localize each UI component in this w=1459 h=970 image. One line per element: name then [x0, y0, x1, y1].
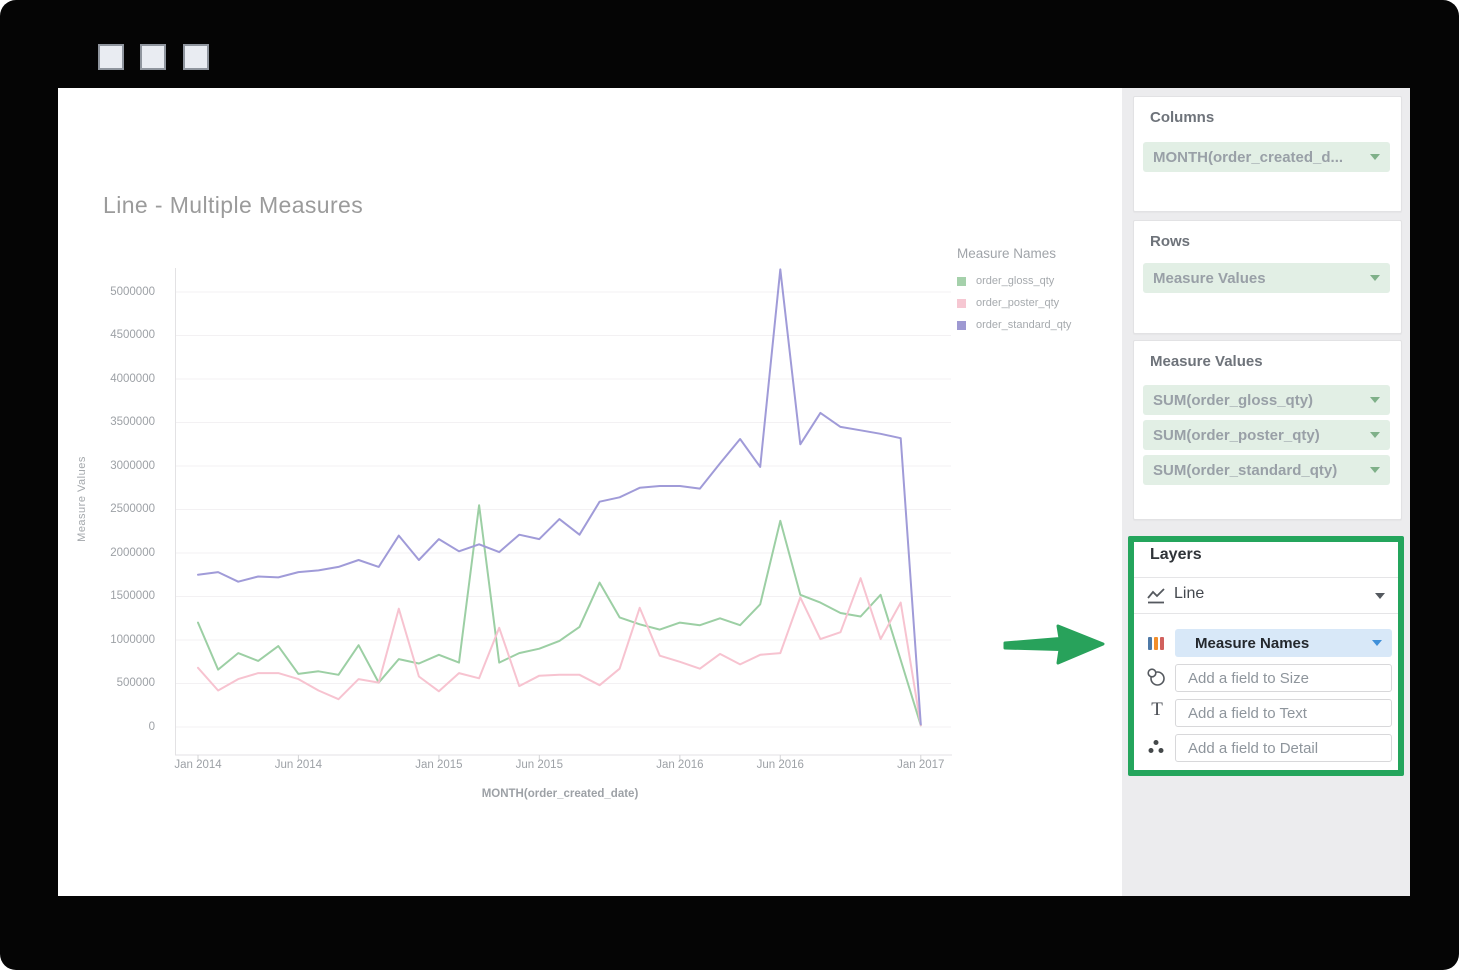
color-field-label: Measure Names — [1195, 634, 1310, 652]
legend-swatch-icon — [957, 298, 966, 308]
x-tick-label: Jan 2015 — [415, 759, 463, 771]
rows-shelf-title: Rows — [1150, 233, 1191, 250]
size-field-placeholder: Add a field to Size — [1188, 669, 1309, 687]
y-tick-label: 1500000 — [110, 590, 155, 602]
detail-field-placeholder: Add a field to Detail — [1188, 739, 1319, 757]
chevron-down-icon[interactable] — [1370, 467, 1380, 473]
legend-item-order_poster_qty[interactable]: order_poster_qty — [957, 297, 1071, 309]
detail-field-dropzone[interactable]: Add a field to Detail — [1175, 734, 1392, 762]
line-chart[interactable] — [175, 260, 955, 765]
line-chart-icon — [1147, 588, 1165, 604]
text-field-dropzone[interactable]: Add a field to Text — [1175, 699, 1392, 727]
measure-value-pill-SUM(order_poster_qty)[interactable]: SUM(order_poster_qty) — [1143, 420, 1390, 450]
rows-field-label: Measure Values — [1153, 269, 1266, 287]
chevron-down-icon[interactable] — [1372, 640, 1382, 646]
text-mark-icon: T — [1151, 699, 1163, 720]
layer-type-dropdown-icon[interactable] — [1375, 593, 1385, 599]
x-tick-label: Jan 2016 — [656, 759, 704, 771]
series-line-order_gloss_qty[interactable] — [197, 504, 922, 727]
size-field-dropzone[interactable]: Add a field to Size — [1175, 664, 1392, 692]
window-control-button-2[interactable] — [140, 44, 166, 70]
color-field-pill[interactable]: Measure Names — [1175, 629, 1392, 657]
legend-title: Measure Names — [957, 246, 1057, 261]
rows-field-pill[interactable]: Measure Values — [1143, 263, 1390, 293]
x-tick-label: Jun 2016 — [756, 759, 804, 771]
x-tick-label: Jan 2017 — [897, 759, 945, 771]
y-tick-label: 4500000 — [110, 329, 155, 341]
chart-title: Line - Multiple Measures — [103, 192, 364, 218]
legend-label: order_poster_qty — [976, 297, 1060, 309]
measure-value-pill-SUM(order_standard_qty)[interactable]: SUM(order_standard_qty) — [1143, 455, 1390, 485]
chevron-down-icon[interactable] — [1370, 432, 1380, 438]
legend-label: order_gloss_qty — [976, 275, 1055, 287]
divider — [1134, 613, 1398, 614]
window-control-button-3[interactable] — [183, 44, 209, 70]
chevron-down-icon[interactable] — [1370, 275, 1380, 281]
text-field-placeholder: Add a field to Text — [1188, 704, 1307, 722]
size-mark-icon — [1147, 668, 1165, 686]
y-tick-label: 2000000 — [110, 546, 155, 559]
columns-field-pill[interactable]: MONTH(order_created_d... — [1143, 142, 1390, 172]
legend: Measure Names order_gloss_qty order_poste… — [957, 246, 1071, 341]
y-tick-label: 4000000 — [110, 372, 155, 385]
layers-panel-title: Layers — [1150, 546, 1202, 563]
chevron-down-icon[interactable] — [1370, 154, 1380, 160]
legend-swatch-icon — [957, 276, 966, 286]
x-tick-label: Jan 2014 — [174, 759, 222, 771]
divider — [1134, 577, 1398, 578]
detail-mark-icon — [1148, 740, 1164, 753]
y-tick-label: 0 — [148, 720, 155, 733]
x-tick-label: Jun 2014 — [274, 759, 323, 771]
x-axis-title: MONTH(order_created_date) — [481, 788, 639, 800]
measure-value-label: SUM(order_gloss_qty) — [1153, 391, 1314, 409]
series-line-order_standard_qty[interactable] — [197, 268, 922, 726]
x-tick-label: Jun 2015 — [515, 759, 563, 771]
chevron-down-icon[interactable] — [1370, 397, 1380, 403]
callout-arrow-icon — [1003, 624, 1105, 665]
measure-value-pill-SUM(order_gloss_qty)[interactable]: SUM(order_gloss_qty) — [1143, 385, 1390, 415]
columns-field-label: MONTH(order_created_d... — [1153, 148, 1344, 166]
y-axis-title: Measure Values — [76, 456, 88, 542]
legend-label: order_standard_qty — [976, 319, 1072, 331]
measure-values-title: Measure Values — [1150, 353, 1263, 370]
series-line-order_poster_qty[interactable] — [197, 577, 922, 727]
y-tick-label: 3500000 — [110, 416, 155, 428]
y-tick-label: 500000 — [116, 677, 155, 689]
window-control-button-1[interactable] — [98, 44, 124, 70]
y-tick-label: 3000000 — [110, 459, 155, 472]
color-mark-icon — [1148, 637, 1164, 650]
y-tick-label: 1000000 — [110, 633, 155, 646]
y-tick-label: 5000000 — [110, 285, 155, 298]
layer-type-label: Line — [1174, 585, 1205, 602]
worksheet-canvas — [58, 88, 1122, 896]
legend-item-order_standard_qty[interactable]: order_standard_qty — [957, 319, 1071, 331]
legend-item-order_gloss_qty[interactable]: order_gloss_qty — [957, 275, 1071, 287]
measure-value-label: SUM(order_poster_qty) — [1153, 426, 1320, 444]
columns-shelf-title: Columns — [1150, 109, 1215, 126]
measure-value-label: SUM(order_standard_qty) — [1153, 461, 1338, 479]
legend-swatch-icon — [957, 320, 966, 330]
y-tick-label: 2500000 — [110, 503, 155, 515]
